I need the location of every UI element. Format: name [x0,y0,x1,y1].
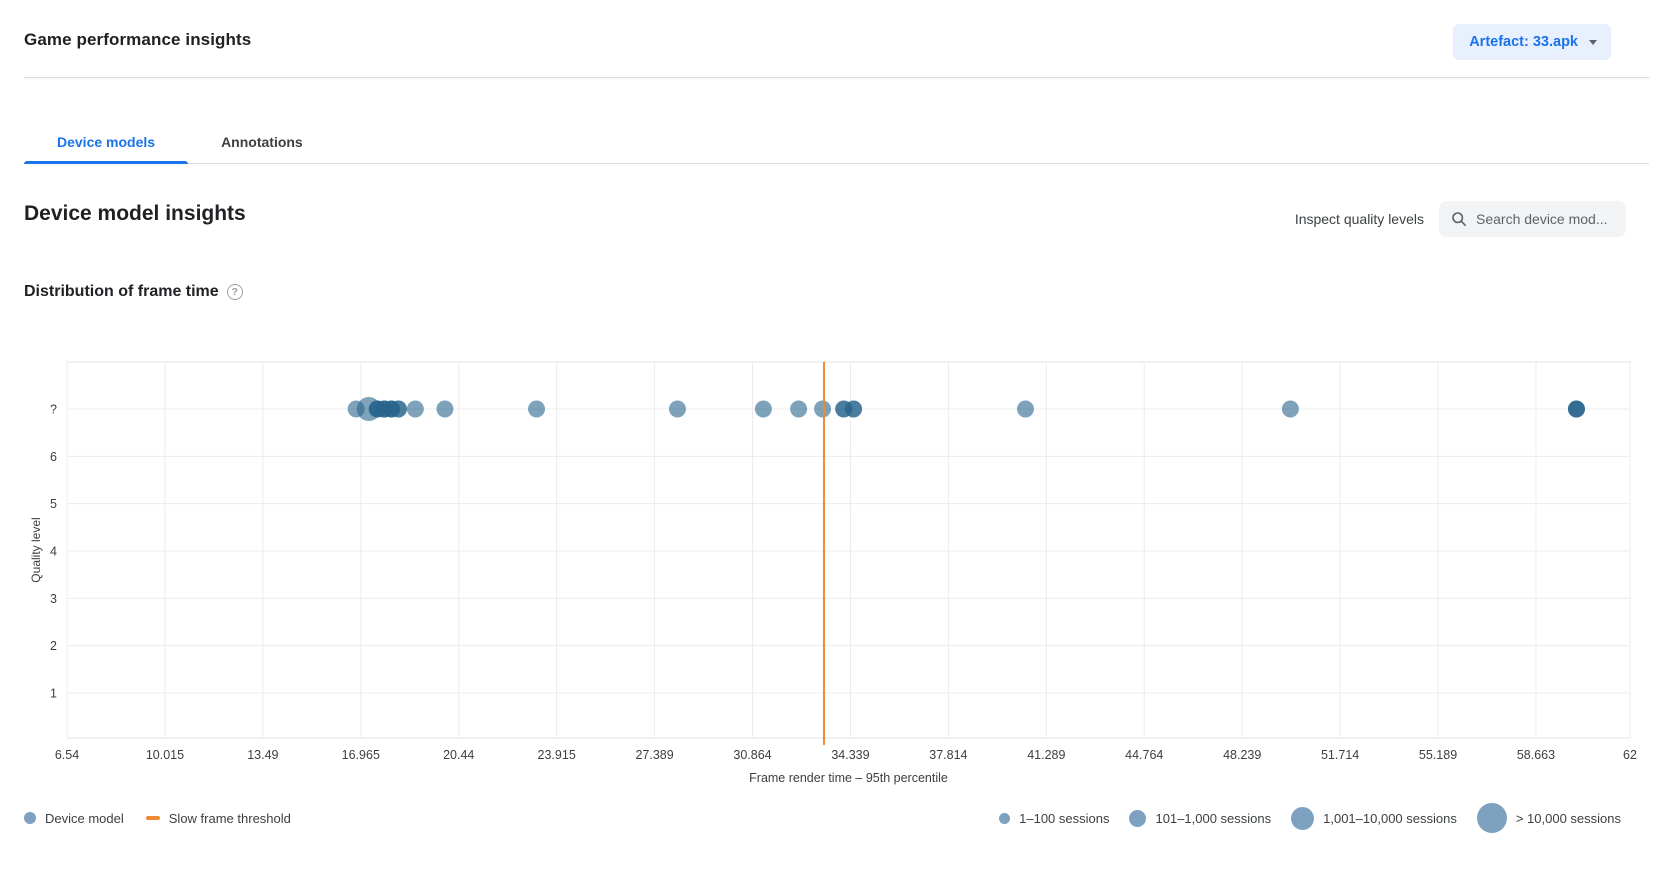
x-tick-label: 58.663 [1517,748,1555,762]
x-tick-label: 37.814 [929,748,967,762]
tab-annotations[interactable]: Annotations [188,121,336,163]
x-tick-label: 6.54 [55,748,79,762]
x-tick-label: 20.44 [443,748,474,762]
x-tick-label: 16.965 [342,748,380,762]
legend-item-slow-frame-threshold: Slow frame threshold [145,810,291,826]
y-tick-label: 2 [50,639,57,653]
y-axis-title: Quality level [29,517,43,582]
size-legend-item-3: 1,001–10,000 sessions [1291,806,1457,830]
artefact-dropdown-label: Artefact: 33.apk [1469,34,1578,50]
x-tick-label: 51.714 [1321,748,1359,762]
y-tick-label: ? [50,403,57,417]
scatter-point[interactable] [389,400,407,418]
threshold-line-icon [145,816,160,820]
x-tick-label: 55.189 [1419,748,1457,762]
device-model-dot-icon [24,812,36,824]
legend-label: > 10,000 sessions [1515,810,1621,826]
scatter-point[interactable] [528,400,546,418]
y-tick-label: 4 [50,544,57,558]
inspect-quality-levels-link[interactable]: Inspect quality levels [1294,211,1424,227]
x-tick-label: 30.864 [733,748,771,762]
size-legend-item-4: > 10,000 sessions [1476,803,1621,833]
size-legend-item-1: 1–100 sessions [999,811,1109,826]
x-axis-title: Frame render time – 95th percentile [749,771,948,785]
active-tab-underline [24,161,189,164]
scatter-point[interactable] [814,400,832,418]
size-legend: 1–100 sessions 101–1,000 sessions 1,001–… [999,803,1621,833]
x-tick-label: 23.915 [538,748,576,762]
scatter-point[interactable] [668,400,686,418]
sessions-size-1-icon [999,812,1011,824]
scatter-point[interactable] [754,400,772,418]
x-tick-label: 41.289 [1027,748,1065,762]
series-legend: Device model Slow frame threshold [24,811,291,826]
legend-item-device-model: Device model [24,811,124,826]
search-icon [1451,211,1467,227]
y-tick-label: 3 [50,592,57,606]
tab-bar: Device models Annotations [24,121,1649,164]
page-title: Game performance insights [24,30,252,49]
chart-title: Distribution of frame time [24,283,219,300]
legend-label: 1,001–10,000 sessions [1323,810,1457,826]
artefact-dropdown-button[interactable]: Artefact: 33.apk [1453,24,1611,60]
help-icon[interactable]: ? [226,284,243,300]
scatter-point[interactable] [790,400,808,418]
plot-border [66,361,1631,739]
search-input[interactable] [1476,211,1614,227]
frame-time-scatter-chart: ? 6 5 4 3 2 1 6.54 10.015 13.49 16.965 20.44 23.915 2… [24,350,1650,792]
x-tick-label: 10.015 [146,748,184,762]
chart-legend: Device model Slow frame threshold 1–100 … [24,800,1621,836]
scatter-point[interactable] [406,400,424,418]
scatter-point[interactable] [845,400,863,418]
scatter-point[interactable] [1567,400,1585,418]
tab-device-models[interactable]: Device models [24,121,189,164]
legend-label: Device model [45,810,124,826]
y-tick-label: 5 [50,497,57,511]
header-divider [24,77,1649,78]
scatter-point[interactable] [1281,400,1299,418]
x-tick-label: 48.239 [1223,748,1261,762]
x-tick-label: 44.764 [1125,748,1163,762]
x-tick-label: 13.49 [247,748,278,762]
legend-label: 101–1,000 sessions [1155,810,1272,826]
device-model-search[interactable] [1439,201,1626,237]
caret-down-icon [1589,39,1597,45]
y-tick-label: 6 [50,450,57,464]
sessions-size-2-icon [1129,809,1147,827]
legend-label: Slow frame threshold [168,810,291,826]
x-tick-label: 62 [1623,748,1637,762]
scatter-point[interactable] [436,400,454,418]
x-tick-label: 27.389 [635,748,673,762]
sessions-size-4-icon [1476,803,1507,833]
tab-annotations-label: Annotations [221,134,303,150]
legend-label: 1–100 sessions [1019,810,1110,826]
y-tick-label: 1 [50,686,57,700]
scatter-point[interactable] [1016,400,1034,418]
section-title: Device model insights [24,202,246,225]
size-legend-item-2: 101–1,000 sessions [1129,809,1272,827]
x-tick-label: 34.339 [831,748,869,762]
sessions-size-3-icon [1291,806,1315,830]
tab-device-models-label: Device models [57,134,156,150]
chart-canvas: ? 6 5 4 3 2 1 6.54 10.015 13.49 16.965 20.44 23.915 2… [29,361,1637,785]
